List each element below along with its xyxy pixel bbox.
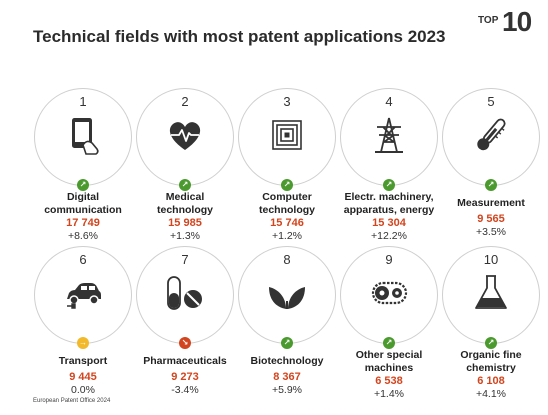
field-card-6: 6 → Transport 9 445 0.0% bbox=[34, 246, 134, 406]
field-name: Transport bbox=[14, 355, 152, 368]
field-name: Medical technology bbox=[116, 191, 254, 216]
field-rank: 6 bbox=[79, 252, 87, 267]
field-name: Computer technology bbox=[218, 191, 356, 216]
field-name-line: Electr. machinery, bbox=[344, 191, 434, 203]
field-name: Biotechnology bbox=[218, 355, 356, 368]
application-count: 15 985 bbox=[168, 217, 202, 229]
footer-source: European Patent Office 2024 bbox=[33, 398, 111, 404]
application-count: 17 749 bbox=[66, 217, 100, 229]
field-name: Measurement bbox=[422, 197, 548, 210]
field-circle bbox=[340, 88, 438, 186]
field-name-line: chemistry bbox=[466, 361, 516, 374]
gear-chain-icon bbox=[371, 281, 408, 305]
field-rank: 7 bbox=[181, 252, 189, 267]
field-name-line: Other special bbox=[355, 349, 423, 361]
field-rank: 5 bbox=[487, 94, 495, 109]
field-card-7: 7 ↘ Pharmaceuticals 9 273 -3.4% bbox=[136, 246, 236, 406]
field-card-3: 3 ↗ Computer technology 15 746 +1.2% bbox=[238, 88, 338, 248]
application-count: 9 273 bbox=[171, 371, 199, 383]
field-name-line: Digital bbox=[66, 191, 100, 203]
trend-down-icon: ↘ bbox=[179, 337, 191, 349]
top10-badge: TOP 10 bbox=[478, 6, 538, 40]
trend-up-icon: ↗ bbox=[485, 337, 497, 349]
field-rank: 8 bbox=[283, 252, 291, 267]
field-name-line: Medical bbox=[165, 191, 205, 203]
application-count: 15 304 bbox=[372, 217, 406, 229]
trend-flat-icon: → bbox=[77, 337, 89, 349]
change-percent: +1.2% bbox=[271, 230, 303, 242]
electric-car-icon bbox=[67, 283, 101, 309]
field-name-line: Measurement bbox=[457, 197, 525, 209]
field-rank: 9 bbox=[385, 252, 393, 267]
field-card-10: 10 ↗ Organic fine chemistry 6 108 +4.1% bbox=[442, 246, 542, 406]
field-rank: 1 bbox=[79, 94, 87, 109]
chip-icon bbox=[272, 120, 302, 150]
change-percent: +4.1% bbox=[475, 388, 507, 400]
field-circle bbox=[340, 246, 438, 344]
field-card-4: 4 ↗ Electr. machinery, apparatus, energy 15 … bbox=[340, 88, 440, 248]
field-name: Pharmaceuticals bbox=[116, 355, 254, 368]
field-rank: 10 bbox=[483, 252, 499, 267]
trend-up-icon: ↗ bbox=[383, 179, 395, 191]
field-name-line: Organic fine bbox=[460, 349, 522, 361]
leaves-icon bbox=[269, 287, 305, 309]
power-pylon-icon bbox=[375, 117, 403, 153]
field-name-line: apparatus, energy bbox=[343, 203, 435, 216]
field-rank: 2 bbox=[181, 94, 189, 109]
field-name: Digital communication bbox=[14, 191, 152, 216]
field-rank: 4 bbox=[385, 94, 393, 109]
field-name: Electr. machinery, apparatus, energy bbox=[320, 191, 458, 216]
flask-icon bbox=[475, 275, 507, 309]
change-percent: +5.9% bbox=[271, 384, 303, 396]
field-circle bbox=[442, 246, 540, 344]
field-name-line: technology bbox=[258, 203, 315, 216]
smartphone-icon bbox=[72, 118, 99, 155]
change-percent: 0.0% bbox=[71, 384, 95, 396]
change-percent: +1.3% bbox=[169, 230, 201, 242]
field-rank: 3 bbox=[283, 94, 291, 109]
field-name: Organic fine chemistry bbox=[422, 349, 548, 374]
heart-pulse-icon bbox=[169, 122, 201, 150]
trend-up-icon: ↗ bbox=[485, 179, 497, 191]
field-card-1: 1 ↗ Digital communication 17 749 +8.6% bbox=[34, 88, 134, 248]
trend-up-icon: ↗ bbox=[179, 179, 191, 191]
field-name-line: machines bbox=[364, 361, 414, 374]
field-name-line: communication bbox=[44, 203, 122, 216]
application-count: 15 746 bbox=[270, 217, 304, 229]
change-percent: +1.4% bbox=[373, 388, 405, 400]
change-percent: +12.2% bbox=[371, 230, 407, 242]
change-percent: -3.4% bbox=[171, 384, 199, 396]
field-card-5: 5 ↗ Measurement 9 565 +3.5% bbox=[442, 88, 542, 248]
field-name-line: Pharmaceuticals bbox=[143, 355, 227, 367]
trend-up-icon: ↗ bbox=[281, 179, 293, 191]
field-card-8: 8 ↗ Biotechnology 8 367 +5.9% bbox=[238, 246, 338, 406]
field-card-9: 9 ↗ Other special machines 6 538 +1.4% bbox=[340, 246, 440, 406]
application-count: 6 538 bbox=[375, 375, 403, 387]
application-count: 9 565 bbox=[477, 213, 505, 225]
thermometer-icon bbox=[477, 118, 506, 151]
field-name-line: Biotechnology bbox=[250, 355, 324, 367]
trend-up-icon: ↗ bbox=[383, 337, 395, 349]
application-count: 6 108 bbox=[477, 375, 505, 387]
trend-up-icon: ↗ bbox=[77, 179, 89, 191]
field-card-2: 2 ↗ Medical technology 15 985 +1.3% bbox=[136, 88, 236, 248]
field-circle bbox=[238, 246, 336, 344]
field-name-line: Computer bbox=[262, 191, 312, 203]
pills-icon bbox=[167, 276, 202, 310]
badge-number: 10 bbox=[502, 6, 532, 37]
change-percent: +8.6% bbox=[67, 230, 99, 242]
field-name: Other special machines bbox=[320, 349, 458, 374]
application-count: 8 367 bbox=[273, 371, 301, 383]
change-percent: +3.5% bbox=[475, 226, 507, 238]
page-title: Technical fields with most patent applic… bbox=[33, 27, 446, 46]
field-name-line: Transport bbox=[58, 355, 108, 367]
badge-prefix: TOP bbox=[478, 15, 499, 26]
field-name-line: technology bbox=[156, 203, 213, 216]
application-count: 9 445 bbox=[69, 371, 97, 383]
trend-up-icon: ↗ bbox=[281, 337, 293, 349]
